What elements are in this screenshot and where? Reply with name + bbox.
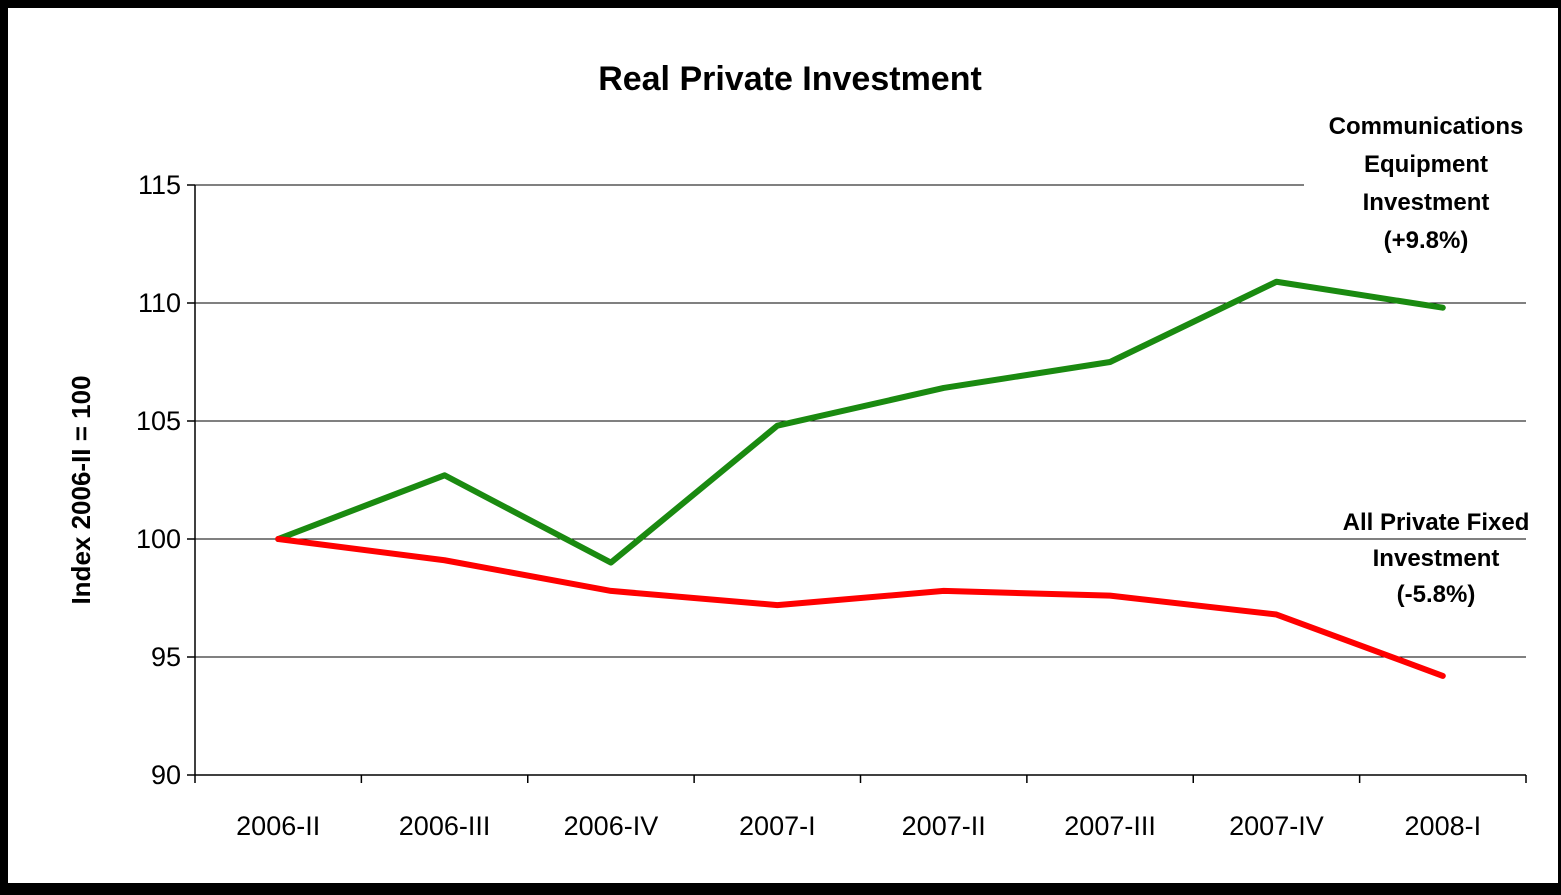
data-point — [277, 538, 279, 540]
annotations: Communications Equipment Investment (+9.8%)… — [1329, 113, 1530, 608]
x-tick-label: 2008-I — [1405, 811, 1482, 841]
series-group — [275, 278, 1446, 679]
y-tick-label: 90 — [151, 760, 181, 790]
data-point — [610, 590, 612, 592]
annotation-line: Investment — [1373, 545, 1500, 572]
data-point — [1442, 675, 1444, 677]
y-tick-label: 115 — [138, 170, 181, 200]
data-point — [1109, 361, 1111, 363]
axes — [194, 185, 1526, 776]
x-tick-label: 2007-III — [1064, 811, 1156, 841]
annotation-line: (+9.8%) — [1384, 227, 1469, 254]
x-tick-label: 2006-II — [236, 811, 320, 841]
y-axis-label: Index 2006-II = 100 — [66, 375, 96, 604]
data-point — [444, 474, 446, 476]
data-point — [610, 562, 612, 564]
annotation-line: (-5.8%) — [1397, 581, 1476, 608]
data-point — [943, 590, 945, 592]
x-axis-ticks: 2006-II 2006-III 2006-IV 2007-I 2007-II 2007-… — [194, 775, 1527, 841]
data-point — [444, 559, 446, 561]
annotation-all-private: All Private Fixed Investment (-5.8%) — [1343, 509, 1530, 608]
chart-frame: Real Private Investment 90 95 100 105 110 115… — [8, 8, 1558, 883]
y-tick-label: 105 — [136, 406, 181, 436]
y-axis-ticks: 90 95 100 105 110 115 — [136, 170, 195, 790]
data-point — [1442, 307, 1444, 309]
x-tick-label: 2007-IV — [1229, 811, 1324, 841]
x-tick-label: 2007-I — [739, 811, 816, 841]
data-point — [1275, 281, 1277, 283]
annotation-communications: Communications Equipment Investment (+9.8%) — [1329, 113, 1524, 254]
line-chart: Real Private Investment 90 95 100 105 110 115… — [66, 60, 1530, 841]
x-tick-label: 2006-III — [399, 811, 491, 841]
data-point — [1109, 595, 1111, 597]
annotation-line: All Private Fixed — [1343, 509, 1530, 536]
x-tick-label: 2006-IV — [564, 811, 659, 841]
annotation-line: Equipment — [1364, 151, 1488, 178]
annotation-line: Communications — [1329, 113, 1524, 140]
series-line-2 — [275, 536, 1446, 679]
chart-title: Real Private Investment — [598, 60, 982, 98]
data-point — [1275, 614, 1277, 616]
y-tick-label: 95 — [151, 642, 181, 672]
annotation-line: Investment — [1363, 189, 1490, 216]
data-point — [776, 425, 778, 427]
series-line-1 — [275, 278, 1446, 566]
data-point — [776, 604, 778, 606]
gridlines — [195, 184, 1526, 658]
data-point — [943, 387, 945, 389]
x-tick-label: 2007-II — [902, 811, 986, 841]
y-tick-label: 110 — [138, 288, 181, 318]
y-tick-label: 100 — [136, 524, 181, 554]
